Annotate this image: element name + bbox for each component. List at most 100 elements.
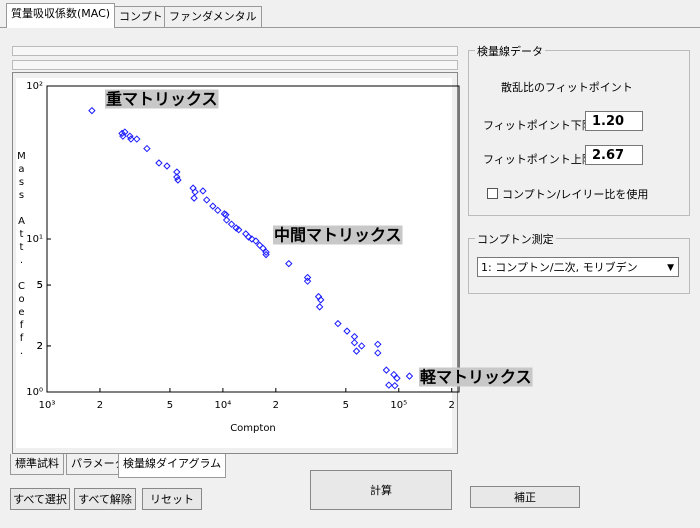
checkbox[interactable] [487, 188, 498, 199]
input[interactable]: 2.67 [585, 145, 643, 165]
point [357, 342, 366, 350]
point [244, 233, 253, 241]
point [234, 226, 243, 234]
calibration-group: 検量線データ 散乱比のフィットポイント フィットポイント下限: 1.20 フィッ… [468, 43, 690, 216]
tab[interactable]: パラメータ [66, 454, 131, 475]
tab[interactable]: 質量吸収係数(MAC) [6, 3, 116, 28]
point [303, 273, 312, 282]
point [350, 338, 359, 347]
point [174, 176, 182, 184]
tab[interactable]: ファンダメンタル [164, 6, 262, 27]
group-title: コンプトン測定 [475, 231, 556, 247]
annotation-label: 重マトリックス [106, 90, 218, 109]
button[interactable]: 計算 [310, 470, 452, 510]
point [391, 381, 399, 390]
point [352, 347, 361, 355]
button[interactable]: 補正 [470, 486, 580, 508]
group-title: 検量線データ [475, 43, 545, 59]
point [199, 187, 207, 195]
chart-area [16, 78, 452, 448]
dropdown-value: 1: コンプトン/二次, モリブデン [481, 261, 638, 274]
x-tick-label: 10³ [39, 400, 56, 411]
point [393, 374, 401, 382]
point [334, 319, 342, 328]
tab[interactable]: 検量線ダイアグラム [118, 454, 227, 478]
point [259, 244, 267, 252]
annotation: 重マトリックス [105, 89, 219, 109]
point [126, 132, 134, 140]
point [227, 220, 236, 228]
point [248, 235, 256, 243]
y-tick-label: 10² [26, 81, 43, 92]
dropdown-arrow: ▼ [667, 263, 674, 273]
point [190, 194, 198, 202]
input[interactable]: 1.20 [585, 111, 643, 131]
y-tick-label: 10⁰ [26, 387, 43, 398]
x-tick-label: 2 [449, 400, 455, 411]
point [191, 188, 199, 196]
x-tick-label: 5 [343, 400, 349, 411]
toolbar-strip [12, 46, 458, 56]
point [317, 296, 325, 304]
annotation: 軽マトリックス [419, 367, 533, 387]
point [127, 135, 135, 143]
label: フィットポイント下限: [483, 119, 597, 132]
point [390, 370, 398, 379]
x-tick-label: 10⁴ [215, 400, 232, 411]
point [256, 241, 264, 249]
point [88, 106, 96, 115]
tab-panel [0, 27, 700, 528]
y-tick-label: 5 [37, 280, 43, 291]
point [118, 129, 126, 138]
point [143, 144, 151, 153]
annotation: 中間マトリックス [273, 225, 403, 245]
point [303, 277, 312, 285]
y-tick-label: 2 [37, 341, 43, 352]
label: フィットポイント上限: [483, 153, 597, 166]
point [374, 349, 382, 357]
point [343, 327, 351, 335]
tab[interactable]: 標準試料 [10, 454, 64, 475]
point [202, 196, 211, 204]
point [214, 206, 222, 215]
tab[interactable]: コンプトン [114, 6, 179, 27]
point [374, 340, 382, 349]
point [262, 250, 270, 259]
point [252, 237, 260, 245]
y-tick-label: 10¹ [26, 234, 43, 245]
point [133, 135, 141, 143]
annotation-bg [273, 225, 403, 245]
point [209, 202, 217, 210]
point [121, 128, 129, 136]
button[interactable]: すべて選択 [10, 488, 70, 510]
x-tick-label: 5 [167, 400, 173, 411]
label: 散乱比のフィットポイント [501, 81, 633, 94]
dropdown[interactable]: 1: コンプトン/二次, モリブデン ▼ [477, 257, 679, 277]
point [350, 332, 359, 341]
annotation-bg [419, 367, 533, 387]
point [405, 372, 414, 380]
y-tick-label: 2 [37, 341, 43, 352]
annotation-label: 軽マトリックス [420, 368, 532, 387]
chart: Compton Mass Att. Coeff. 10³ 2 5 10⁴ 2 5 10⁵ 2 1… [16, 81, 533, 434]
point [315, 303, 324, 311]
annotation-bg [105, 89, 219, 109]
button[interactable]: リセット [142, 488, 202, 510]
x-tick-label: 2 [97, 400, 103, 411]
point [173, 173, 181, 181]
x-tick-label: 2 [273, 400, 279, 411]
point [222, 216, 231, 224]
button[interactable]: すべて解除 [74, 488, 136, 510]
point [382, 366, 391, 374]
point [163, 162, 171, 170]
y-axis-label: Mass Att. Coeff. [16, 151, 27, 359]
point [155, 159, 163, 167]
checkbox-label[interactable]: コンプトン/レイリー比を使用 [502, 188, 649, 201]
toolbar-strip [12, 60, 458, 70]
compton-group: コンプトン測定 1: コンプトン/二次, モリブデン ▼ [468, 231, 690, 294]
point [385, 381, 393, 389]
point [262, 248, 270, 256]
point [242, 230, 250, 238]
point [173, 168, 181, 176]
